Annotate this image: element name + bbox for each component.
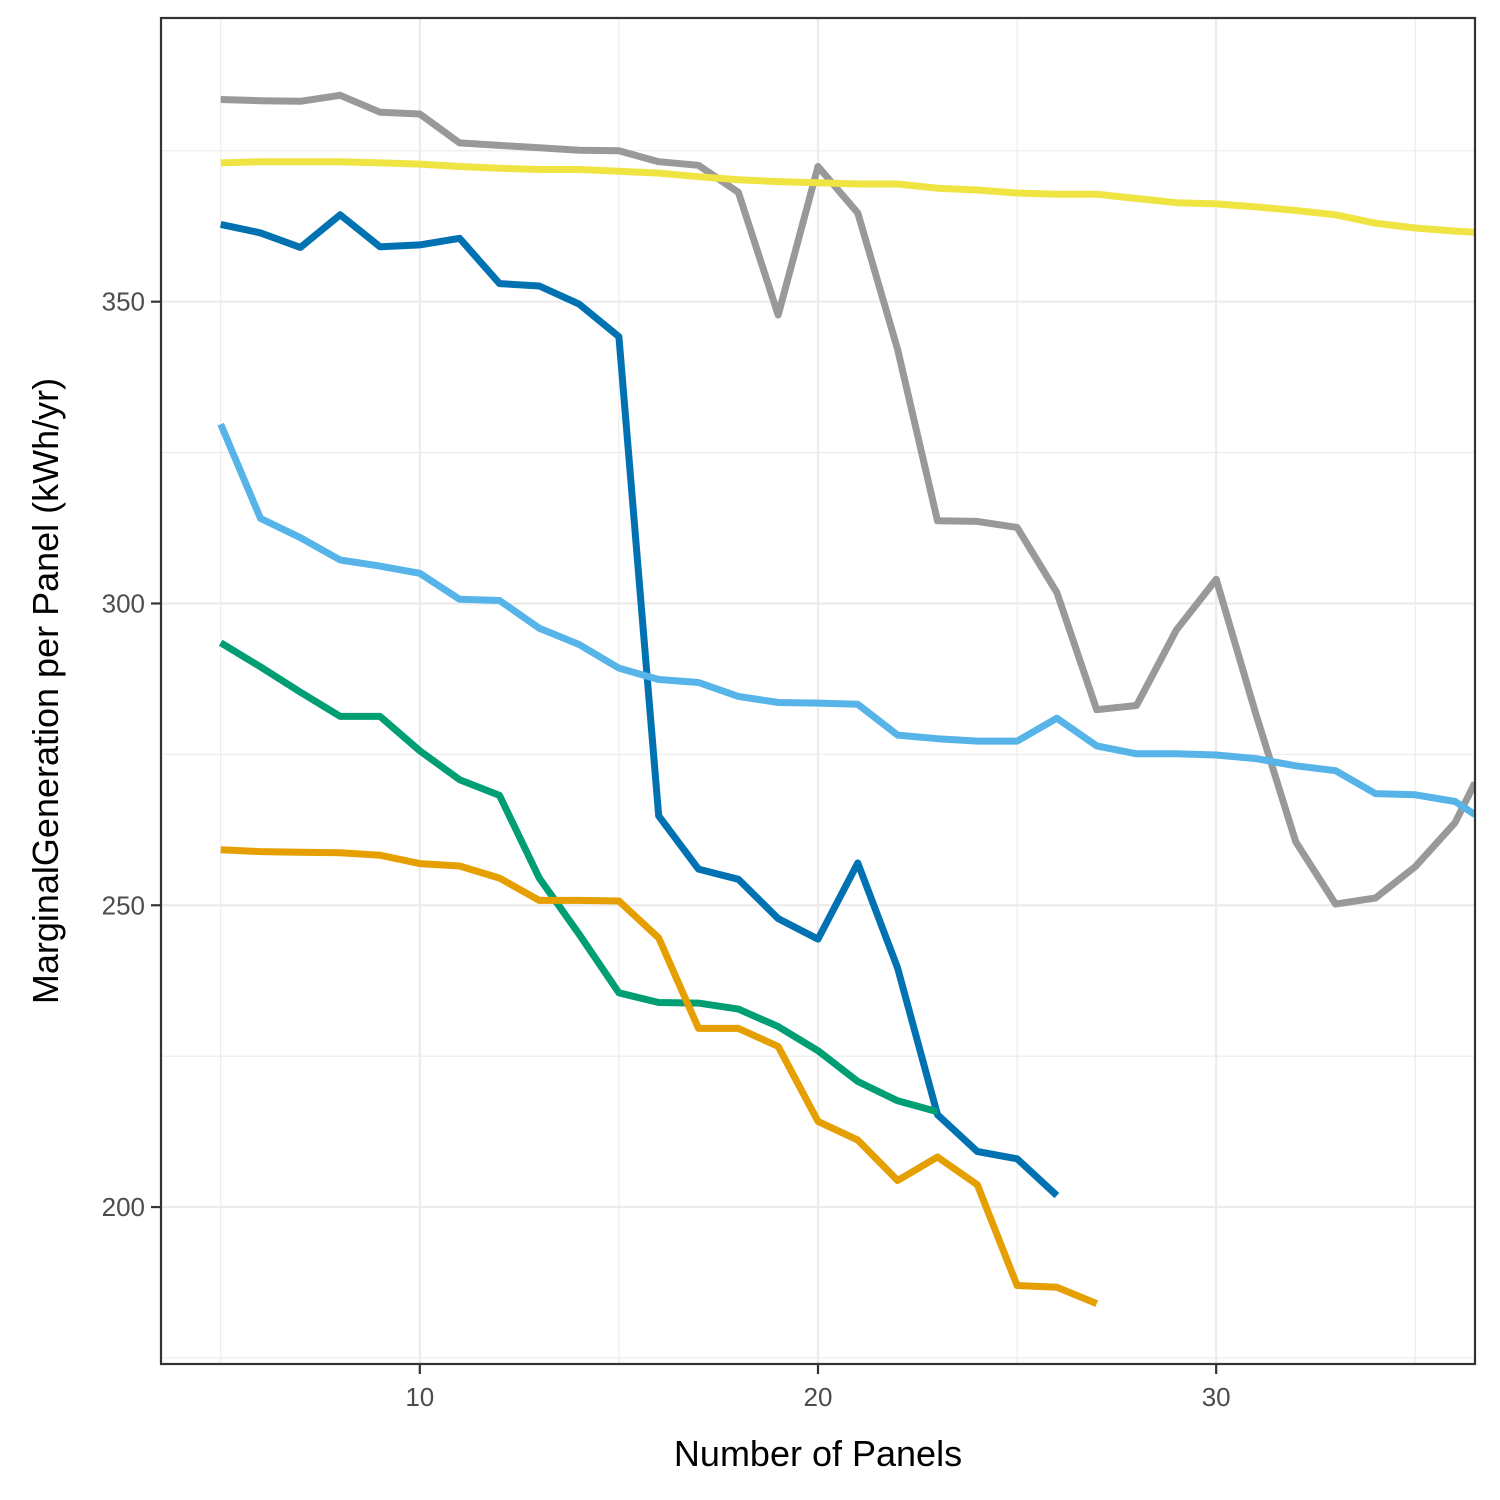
grid: [161, 18, 1475, 1364]
y-axis-title: MarginalGeneration per Panel (kWh/yr): [25, 378, 66, 1004]
x-tick-label: 30: [1202, 1382, 1231, 1412]
series-line-4: [217, 422, 1475, 818]
y-tick-label: 200: [102, 1192, 145, 1222]
y-tick-label: 300: [102, 588, 145, 618]
series-lines: [217, 91, 1475, 1307]
series-line-2: [220, 158, 1475, 236]
axis-ticks: 10 20 30 200 250 300 350: [102, 287, 1231, 1412]
y-tick-label: 250: [102, 890, 145, 920]
series-line-1: [220, 91, 1475, 908]
series-line-6: [220, 846, 1099, 1307]
x-tick-label: 20: [804, 1382, 833, 1412]
y-tick-label: 350: [102, 287, 145, 317]
series-line-5: [218, 639, 939, 1116]
x-axis-title: Number of Panels: [674, 1433, 962, 1474]
x-tick-label: 10: [405, 1382, 434, 1412]
series-line-3: [219, 211, 1060, 1199]
